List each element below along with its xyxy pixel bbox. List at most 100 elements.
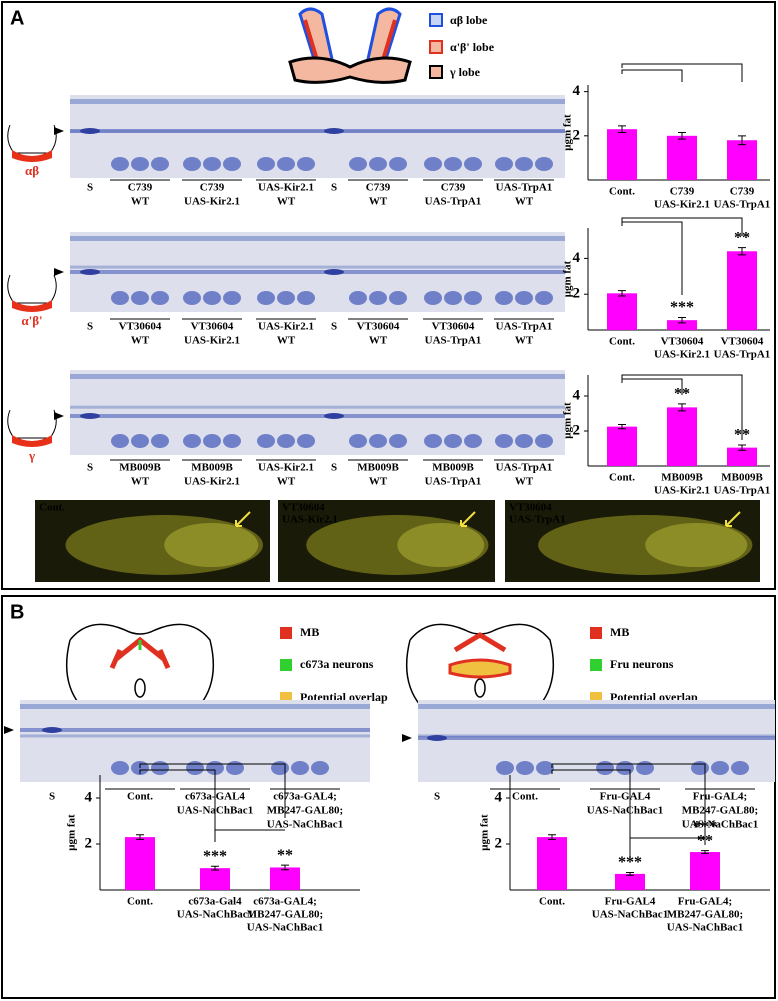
- panel-b-frame: [1, 595, 776, 999]
- comparison-bracket: [551, 763, 706, 845]
- comparison-bracket: [629, 832, 706, 842]
- legend-swatch: [429, 40, 443, 54]
- x-tick-label: MB247-GAL80;: [247, 909, 323, 921]
- y-axis-label: μgm fat: [562, 114, 574, 151]
- gel-spot: [349, 291, 367, 305]
- lane-label: C739: [441, 182, 466, 194]
- image-label: VT30604: [509, 502, 552, 514]
- lane-label: WT: [131, 476, 150, 488]
- gel-spot: [389, 434, 407, 448]
- gel-spot: [324, 269, 344, 275]
- lane-label: UAS-TrpA1: [425, 335, 482, 347]
- y-axis-label: μgm fat: [562, 402, 574, 439]
- gel-spot: [183, 157, 201, 171]
- gel-spot: [349, 434, 367, 448]
- significance: ***: [203, 848, 227, 865]
- mb-diagram: [288, 7, 412, 84]
- lane-label: WT: [515, 476, 534, 488]
- lane-label: VT30604: [357, 321, 400, 333]
- x-tick-label: UAS-TrpA1: [714, 485, 771, 497]
- gel-spot: [444, 434, 462, 448]
- lane-label: MB009B: [432, 462, 474, 474]
- x-tick-label: UAS-Kir2.1: [654, 199, 710, 211]
- y-axis-label: μgm fat: [66, 814, 78, 851]
- lane-label: Cont.: [512, 791, 538, 803]
- gel-band: [20, 728, 370, 732]
- bar: [607, 293, 637, 330]
- lane-label: UAS-TrpA1: [496, 182, 553, 194]
- significance: ***: [618, 854, 642, 871]
- lane-label: S: [331, 321, 337, 333]
- error-bar: [618, 290, 626, 297]
- gel-spot: [111, 434, 129, 448]
- lane-label: UAS-TrpA1: [425, 196, 482, 208]
- legend-label: MB: [300, 625, 319, 639]
- lane-label: UAS-NaChBac1: [267, 819, 343, 831]
- y-tick-label: 2: [573, 286, 581, 302]
- error-bar: [618, 125, 626, 133]
- gel-band: [70, 99, 565, 104]
- lane-label: S: [434, 791, 440, 803]
- lane-label: MB009B: [191, 462, 233, 474]
- bar: [607, 129, 637, 180]
- y-tick-label: 4: [573, 83, 581, 99]
- lane-label: WT: [131, 335, 150, 347]
- lane-label: WT: [515, 196, 534, 208]
- lane-label: WT: [277, 196, 296, 208]
- lane-label: S: [331, 462, 337, 474]
- error-bar: [678, 132, 686, 140]
- x-tick-label: UAS-NaChBac1: [667, 922, 743, 934]
- gel-spot: [515, 157, 533, 171]
- lobe-label: α'β': [21, 313, 42, 328]
- comparison-bracket: [621, 69, 683, 82]
- significance: **: [277, 847, 293, 864]
- legend-swatch: [429, 65, 443, 79]
- x-tick-label: VT30604: [661, 336, 704, 348]
- x-tick-label: Cont.: [609, 472, 635, 484]
- comparison-bracket: [621, 63, 743, 82]
- gel-spot: [223, 434, 241, 448]
- error-bar: [701, 850, 709, 854]
- error-bar: [678, 403, 686, 412]
- comparison-bracket: [621, 374, 743, 440]
- lane-label: WT: [515, 335, 534, 347]
- lane-label: MB247-GAL80;: [267, 805, 343, 817]
- lane-label: WT: [369, 476, 388, 488]
- lane-label: WT: [131, 196, 150, 208]
- bar: [690, 852, 720, 890]
- gel-spot: [80, 128, 100, 134]
- lane-label: WT: [277, 476, 296, 488]
- gel-spot: [515, 434, 533, 448]
- gel-spot: [277, 434, 295, 448]
- gel-spot: [291, 761, 309, 775]
- gel-band: [70, 374, 565, 379]
- gel-spot: [464, 434, 482, 448]
- gel-spot: [535, 157, 553, 171]
- fluorescence-image: [278, 500, 495, 582]
- lane-label: Cont.: [127, 791, 153, 803]
- arrowhead: [402, 734, 412, 742]
- significance: **: [734, 427, 750, 444]
- fluorescence-image: [35, 500, 270, 582]
- lane-label: MB009B: [119, 462, 161, 474]
- gel-spot: [731, 761, 749, 775]
- x-tick-label: C739: [730, 186, 755, 198]
- bar: [667, 320, 697, 330]
- gel-band: [418, 736, 775, 740]
- legend-label: c673a neurons: [300, 657, 374, 671]
- lane-label: UAS-TrpA1: [496, 462, 553, 474]
- lane-label: WT: [369, 196, 388, 208]
- lane-label: UAS-Kir2.1: [184, 476, 240, 488]
- image-arrow: [460, 511, 476, 527]
- comparison-label: ***: [693, 819, 717, 836]
- bar: [667, 135, 697, 180]
- x-tick-label: Cont.: [539, 896, 565, 908]
- gel-spot: [271, 761, 289, 775]
- gel-spot: [297, 291, 315, 305]
- gel-band: [70, 265, 565, 269]
- bar: [607, 426, 637, 466]
- bar: [727, 251, 757, 330]
- error-bar: [211, 865, 219, 871]
- gel-spot: [277, 157, 295, 171]
- x-tick-label: Fru-GAL4: [605, 896, 656, 908]
